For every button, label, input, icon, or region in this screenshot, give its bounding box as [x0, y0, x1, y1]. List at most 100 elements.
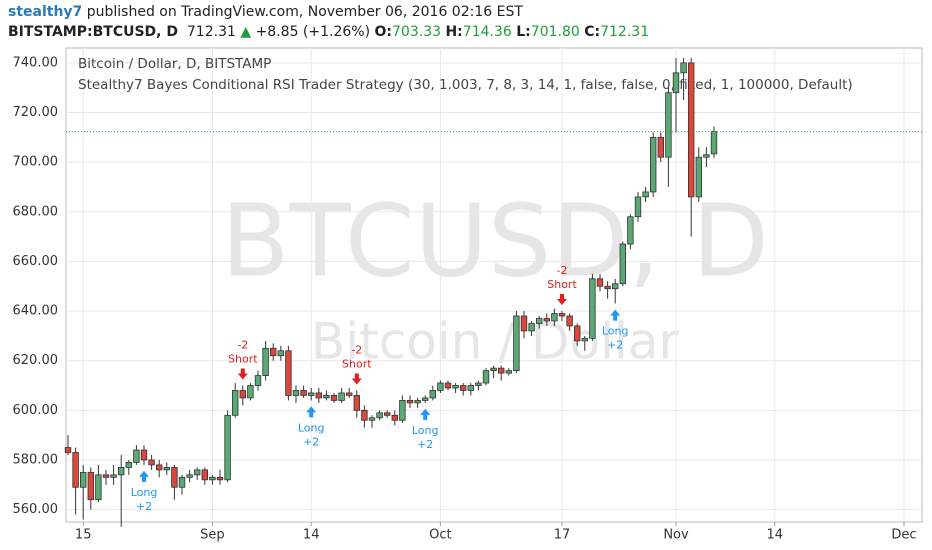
candle-body	[239, 390, 246, 399]
candle-body	[87, 471, 94, 501]
candle-body	[391, 414, 398, 421]
candle-body	[467, 385, 474, 391]
y-tick-label: 700.00	[13, 155, 59, 170]
candle-body	[300, 390, 307, 396]
candle-body	[482, 370, 490, 384]
candle-body	[619, 243, 626, 285]
candle-body	[703, 154, 710, 158]
candle-body	[513, 315, 520, 372]
signal-amount: -2	[351, 343, 362, 356]
y-tick-label: 620.00	[13, 353, 59, 368]
candle-body	[444, 382, 452, 389]
grid	[66, 48, 922, 522]
candle-body	[558, 313, 566, 317]
candle-body	[528, 323, 535, 332]
candle-body	[383, 412, 391, 416]
y-tick-label: 640.00	[13, 304, 59, 319]
candle-body	[163, 467, 170, 471]
candle-body	[262, 347, 269, 376]
signal-amount: +2	[136, 500, 152, 513]
candle-body	[338, 392, 345, 401]
candle-body	[72, 452, 79, 488]
candle-body	[95, 474, 102, 501]
signal-label: Short	[547, 278, 577, 291]
candle-body	[80, 471, 87, 488]
candle-body	[247, 385, 254, 399]
short-arrow	[557, 294, 567, 306]
c-value: 712.31	[600, 24, 650, 40]
candle-body	[368, 417, 376, 421]
signal-amount: +2	[607, 339, 623, 352]
y-tick-label: 660.00	[13, 254, 59, 269]
change: +8.85 (+1.26%)	[255, 24, 371, 40]
candle-body	[536, 318, 543, 324]
candle-body	[171, 467, 178, 488]
h-label: H:	[445, 24, 463, 40]
candle-body	[315, 392, 322, 399]
short-arrow	[351, 373, 362, 385]
signal-label: Long	[298, 421, 325, 434]
x-tick-label: 15	[75, 528, 92, 543]
candle-body	[133, 449, 140, 463]
x-tick-label: 14	[303, 528, 320, 543]
watermark: BTCUSD, D	[221, 182, 769, 299]
candle-body	[596, 278, 604, 287]
candle-body	[277, 350, 284, 357]
candle-body	[650, 136, 657, 193]
x-tick-label: Nov	[663, 528, 689, 543]
signal-amount: -2	[237, 339, 248, 352]
candle-body	[292, 390, 300, 396]
candle-body	[399, 399, 406, 421]
candle-body	[520, 315, 528, 332]
candle-body	[224, 414, 231, 481]
header: stealthy7 published on TradingView.com, …	[8, 2, 649, 42]
user[interactable]: stealthy7	[8, 4, 83, 20]
short-arrow	[237, 368, 248, 380]
candle-body	[361, 409, 368, 421]
candle-body	[285, 350, 292, 396]
candle-body	[178, 476, 186, 488]
c-label: C:	[584, 24, 601, 40]
y-tick-label: 560.00	[13, 502, 59, 517]
o-label: O:	[374, 24, 393, 40]
header-line: stealthy7 published on TradingView.com, …	[8, 2, 649, 22]
candle-body	[505, 370, 512, 374]
candle-body	[627, 216, 634, 245]
x-tick-label: Sep	[200, 528, 225, 543]
candle-body	[269, 347, 277, 357]
candle-body	[437, 382, 444, 391]
candle-body	[140, 449, 148, 461]
y-tick-label: 680.00	[13, 204, 59, 219]
long-arrow	[139, 470, 149, 482]
y-tick-label: 740.00	[13, 55, 59, 70]
candle-body	[64, 447, 72, 453]
signal-amount: -2	[557, 264, 568, 277]
candle-body	[110, 474, 117, 478]
candle-body	[118, 467, 125, 476]
candle-body	[345, 392, 353, 396]
candle-body	[566, 315, 573, 327]
candle-body	[353, 395, 360, 411]
chart-subtitle: Stealthy7 Bayes Conditional RSI Trader S…	[78, 77, 853, 93]
x-tick-label: 17	[554, 528, 571, 543]
candle-body	[193, 469, 201, 476]
published: published on TradingView.com, November 0…	[86, 4, 523, 20]
candle-body	[680, 62, 687, 74]
candle-body	[254, 375, 262, 386]
long-arrow	[306, 406, 317, 418]
long-arrow	[420, 408, 431, 420]
candle-body	[710, 131, 718, 155]
symbol: BITSTAMP:BTCUSD, D	[8, 24, 178, 40]
candle-body	[574, 325, 581, 342]
candle-body	[102, 474, 110, 478]
signal-label: Short	[228, 353, 258, 366]
plot-frame	[65, 47, 923, 523]
signal-label: Long	[131, 486, 158, 499]
candle-body	[330, 395, 338, 401]
y-tick-label: 580.00	[13, 452, 59, 467]
price: 712.31	[186, 24, 236, 40]
l-value: 701.80	[530, 24, 580, 40]
header-line: BITSTAMP:BTCUSD, D 712.31 ▲ +8.85 (+1.26…	[8, 22, 649, 42]
